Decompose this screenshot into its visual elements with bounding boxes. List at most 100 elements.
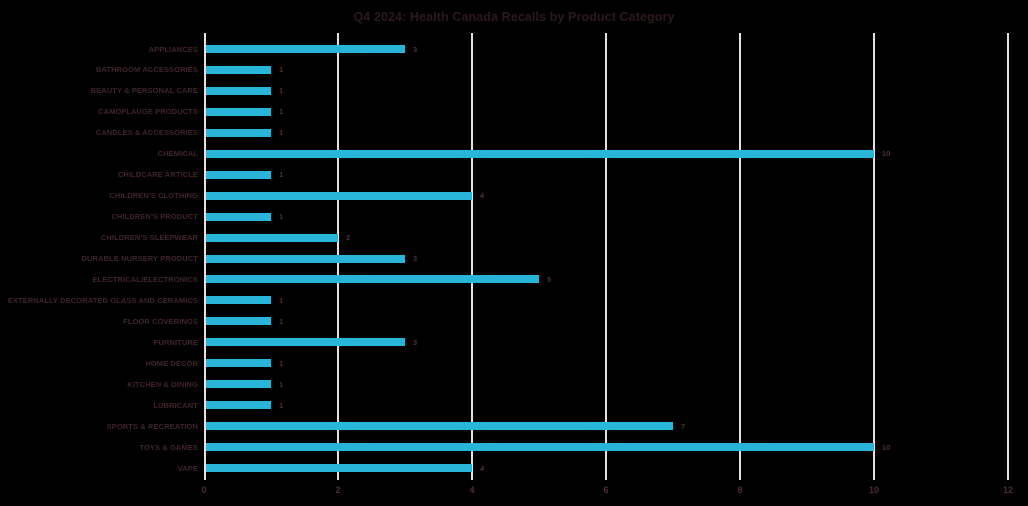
x-tick-label: 0 (201, 485, 207, 495)
bar-row: 10 (204, 143, 1008, 164)
bar (206, 86, 271, 95)
bar (206, 359, 271, 368)
value-label: 2 (346, 233, 351, 243)
bar (206, 401, 271, 410)
bar-row: 3 (204, 332, 1008, 353)
category-label: CHILDREN'S PRODUCT (111, 212, 198, 222)
bar-row: 5 (204, 269, 1008, 290)
value-label: 3 (413, 44, 418, 54)
bar (206, 65, 271, 74)
value-label: 10 (882, 442, 891, 452)
bar (206, 380, 271, 389)
value-label: 4 (480, 463, 485, 473)
category-label: EXTERNALLY DECORATED GLASS AND CERAMICS (7, 295, 198, 305)
bar (206, 107, 271, 116)
plot-area: 3 1 1 1 1 10 1 4 1 2 3 5 1 1 3 1 1 1 7 10 4 (204, 33, 1009, 480)
bar-row: 1 (204, 374, 1008, 395)
bar (206, 338, 405, 347)
category-label: ELECTRICAL/ELECTRONICS (92, 274, 198, 284)
bar (206, 233, 338, 242)
bar-row: 1 (204, 59, 1008, 80)
value-label: 4 (480, 191, 485, 201)
value-label: 1 (279, 212, 284, 222)
gridline-x-4 (471, 33, 473, 480)
gridline-x-6 (605, 33, 607, 480)
bar (206, 149, 874, 158)
value-label: 1 (279, 65, 284, 75)
category-label: CHILDREN'S CLOTHING (109, 191, 198, 201)
category-label: VAPE (177, 463, 198, 473)
category-label: FURNITURE (153, 337, 198, 347)
bar-row: 1 (204, 395, 1008, 416)
bar (206, 212, 271, 221)
chart-title: Q4 2024: Health Canada Recalls by Produc… (353, 10, 675, 24)
bar-row: 1 (204, 80, 1008, 101)
category-label: CHEMICAL (157, 149, 198, 159)
bar (206, 443, 874, 452)
bar (206, 254, 405, 263)
bar (206, 317, 271, 326)
value-label: 1 (279, 128, 284, 138)
value-label: 3 (413, 254, 418, 263)
gridline-x-10 (873, 33, 875, 480)
bar-row: 1 (204, 164, 1008, 185)
value-label: 1 (279, 316, 284, 326)
x-tick-label: 12 (1002, 485, 1013, 495)
bar-row: 7 (204, 416, 1008, 437)
x-tick-label: 4 (469, 485, 475, 495)
bar-row: 10 (204, 437, 1008, 458)
value-label: 5 (547, 274, 552, 284)
bar-row: 1 (204, 122, 1008, 143)
category-axis-labels: APPLIANCES BATHROOM ACCESSORIES BEAUTY & P… (0, 33, 198, 480)
category-label: HOME DÉCOR (145, 358, 198, 368)
gridline-x-12 (1007, 33, 1009, 480)
axis-baseline (204, 33, 206, 480)
value-label: 3 (413, 337, 418, 347)
bar-row: 4 (204, 458, 1008, 479)
value-label: 10 (882, 149, 891, 159)
category-label: DURABLE NURSERY PRODUCT (81, 254, 198, 263)
gridline-x-8 (739, 33, 741, 480)
category-label: CAMOFLAUGE PRODUCTS (98, 107, 198, 117)
category-label: FLOOR COVERINGS (123, 316, 198, 326)
category-label: CANDLES & ACCESSORIES (95, 128, 198, 138)
category-label: KITCHEN & DINING (127, 379, 198, 389)
bar-row: 1 (204, 206, 1008, 227)
x-tick-label: 6 (603, 485, 609, 495)
bar-row: 3 (204, 248, 1008, 269)
value-label: 1 (279, 400, 284, 410)
category-label: TOYS & GAMES (139, 442, 198, 452)
value-label: 1 (279, 170, 284, 180)
bar (206, 191, 472, 200)
bar-row: 4 (204, 185, 1008, 206)
bar (206, 128, 271, 137)
x-tick-label: 8 (737, 485, 743, 495)
bar (206, 422, 673, 431)
x-tick-label: 10 (868, 485, 879, 495)
value-label: 1 (279, 379, 284, 389)
category-label: LUBRICANT (153, 400, 198, 410)
value-label: 1 (279, 86, 284, 96)
bar-row: 2 (204, 227, 1008, 248)
category-label: BATHROOM ACCESSORIES (95, 65, 198, 75)
bar (206, 296, 271, 305)
category-label: APPLIANCES (148, 44, 198, 54)
bar-row: 1 (204, 101, 1008, 122)
bar (206, 170, 271, 179)
bar-row: 1 (204, 311, 1008, 332)
bar (206, 275, 539, 284)
bar-row: 3 (204, 39, 1008, 60)
category-label: CHILDCARE ARTICLE (117, 170, 198, 180)
value-label: 1 (279, 295, 284, 305)
x-axis-tick-labels: 0 2 4 6 8 10 12 (201, 485, 1013, 499)
category-label: CHILDREN'S SLEEPWEAR (100, 233, 198, 243)
value-label: 1 (279, 107, 284, 117)
bar (206, 45, 405, 53)
category-label: BEAUTY & PERSONAL CARE (90, 86, 198, 96)
bar (206, 464, 472, 472)
x-tick-label: 2 (335, 485, 341, 495)
bar-row: 1 (204, 353, 1008, 374)
bar-row: 1 (204, 290, 1008, 311)
category-label: SPORTS & RECREATION (106, 421, 198, 431)
